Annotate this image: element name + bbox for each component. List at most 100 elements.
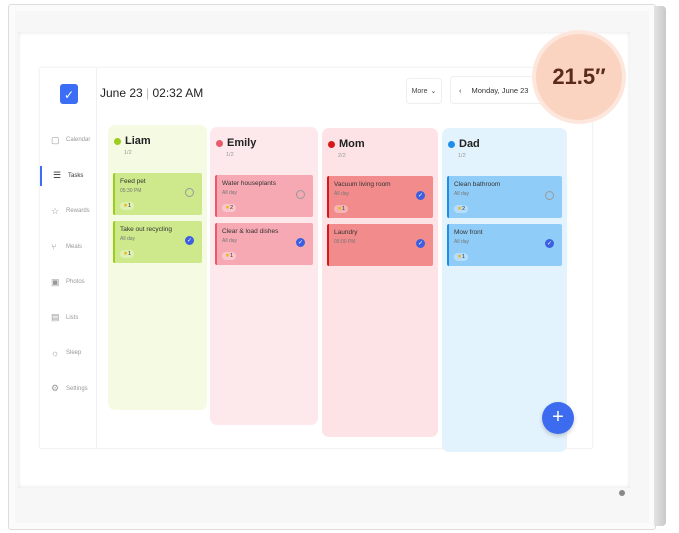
member-name: Dad bbox=[459, 138, 480, 150]
task-title: Mow front bbox=[454, 229, 483, 236]
points-value: 1 bbox=[127, 251, 131, 257]
task-title: Clean bathroom bbox=[454, 181, 501, 188]
meals-icon: ⑂ bbox=[51, 241, 57, 252]
task-title: Take out recycling bbox=[120, 226, 173, 233]
sidebar-item-label: Lists bbox=[66, 314, 79, 321]
points-value: 1 bbox=[127, 203, 131, 209]
task-time: All day bbox=[222, 238, 238, 244]
task-title: Laundry bbox=[334, 229, 358, 236]
unchecked-circle-icon[interactable] bbox=[185, 188, 194, 197]
sidebar-item-label: Meals bbox=[66, 243, 83, 250]
sidebar-item-label: Photos bbox=[66, 279, 85, 285]
sidebar-item-rewards[interactable]: ☆ Rewards bbox=[40, 201, 96, 221]
points-badge: ★2 bbox=[222, 204, 236, 212]
calendar-icon: ▢ bbox=[51, 134, 60, 145]
points-badge: ★1 bbox=[454, 253, 468, 261]
star-icon: ★ bbox=[225, 253, 230, 259]
member-color-dot bbox=[328, 140, 335, 148]
column-dad: Dad 1/2 Clean bathroom All day ★2 Mow fro… bbox=[442, 128, 567, 452]
sidebar-item-sleep[interactable]: ☼ Sleep bbox=[40, 343, 96, 363]
date-label: June 23 bbox=[100, 86, 143, 100]
more-label: More bbox=[411, 87, 428, 95]
current-datetime: June 23 | 02:32 AM bbox=[100, 86, 204, 100]
member-color-dot bbox=[216, 139, 223, 147]
task-card[interactable]: Laundry 05:00 PM ✓ bbox=[327, 224, 433, 266]
task-title: Water houseplants bbox=[222, 180, 276, 187]
more-button[interactable]: More ⌄ bbox=[406, 78, 442, 104]
member-color-dot bbox=[114, 137, 121, 145]
unchecked-circle-icon[interactable] bbox=[545, 191, 554, 200]
checked-icon[interactable]: ✓ bbox=[185, 236, 194, 245]
star-icon: ★ bbox=[457, 254, 462, 260]
task-time: All day bbox=[222, 190, 238, 196]
sidebar-item-label: Rewards bbox=[66, 208, 90, 214]
task-title: Vacuum living room bbox=[334, 181, 391, 188]
sidebar-item-tasks[interactable]: ☰ Tasks bbox=[40, 165, 96, 186]
checked-icon[interactable]: ✓ bbox=[545, 239, 554, 248]
chevron-left-icon[interactable]: ‹ bbox=[459, 85, 462, 95]
member-name: Emily bbox=[227, 137, 257, 149]
chevron-down-icon: ⌄ bbox=[430, 88, 437, 95]
task-count: 1/2 bbox=[226, 152, 234, 158]
task-count: 1/2 bbox=[458, 153, 466, 159]
light-sensor bbox=[619, 490, 625, 496]
task-time: All day bbox=[454, 191, 470, 197]
photos-icon: ▣ bbox=[51, 276, 60, 287]
points-value: 1 bbox=[229, 253, 233, 259]
member-name: Mom bbox=[339, 138, 365, 150]
sidebar-item-meals[interactable]: ⑂ Meals bbox=[40, 237, 96, 257]
date-nav-label: Monday, June 23 bbox=[471, 85, 529, 95]
checked-icon[interactable]: ✓ bbox=[296, 238, 305, 247]
rewards-icon: ☆ bbox=[51, 205, 60, 216]
sidebar-item-label: Settings bbox=[66, 385, 88, 392]
task-card[interactable]: Mow front All day ★1 ✓ bbox=[447, 224, 562, 266]
task-time: 05:00 PM bbox=[334, 239, 356, 245]
unchecked-circle-icon[interactable] bbox=[296, 190, 305, 199]
task-card[interactable]: Clear & load dishes All day ★1 ✓ bbox=[215, 223, 313, 265]
screen-size-badge: 21.5″ bbox=[536, 34, 622, 120]
sidebar-item-label: Tasks bbox=[68, 172, 84, 179]
checked-icon[interactable]: ✓ bbox=[416, 239, 425, 248]
sleep-icon: ☼ bbox=[51, 348, 60, 358]
checked-icon[interactable]: ✓ bbox=[416, 191, 425, 200]
star-icon: ★ bbox=[123, 203, 128, 209]
task-count: 2/2 bbox=[338, 153, 346, 159]
lists-icon: ▤ bbox=[51, 312, 60, 322]
sidebar-item-lists[interactable]: ▤ Lists bbox=[40, 308, 96, 328]
screen: ✓ ▢ Calendar ☰ Tasks ☆ Rewards ⑂ Meals ▣ Photos ▤ L… bbox=[40, 68, 592, 452]
star-icon: ★ bbox=[457, 206, 462, 212]
task-card[interactable]: Take out recycling All day ★1 ✓ bbox=[113, 221, 202, 263]
sidebar-item-label: Sleep bbox=[66, 350, 82, 356]
task-count: 1/2 bbox=[124, 150, 132, 156]
points-value: 2 bbox=[461, 206, 465, 212]
time-label: 02:32 AM bbox=[152, 86, 204, 100]
settings-icon: ⚙ bbox=[51, 383, 60, 393]
sidebar-item-label: Calendar bbox=[66, 137, 91, 143]
frame-edge bbox=[654, 6, 666, 526]
task-title: Clear & load dishes bbox=[222, 228, 279, 235]
column-mom: Mom 2/2 Vacuum living room All day ★1 ✓ L… bbox=[322, 128, 438, 437]
points-value: 1 bbox=[341, 206, 345, 212]
sidebar-item-calendar[interactable]: ▢ Calendar bbox=[40, 130, 96, 150]
sidebar: ✓ ▢ Calendar ☰ Tasks ☆ Rewards ⑂ Meals ▣ Photos ▤ L… bbox=[40, 68, 97, 448]
task-time: All day bbox=[334, 191, 350, 197]
app-logo-icon: ✓ bbox=[60, 84, 78, 104]
task-card[interactable]: Water houseplants All day ★2 bbox=[215, 175, 313, 217]
task-card[interactable]: Vacuum living room All day ★1 ✓ bbox=[327, 176, 433, 218]
points-badge: ★2 bbox=[454, 205, 468, 213]
sidebar-item-photos[interactable]: ▣ Photos bbox=[40, 272, 96, 292]
task-time: 05:30 PM bbox=[120, 188, 142, 194]
task-card[interactable]: Feed pet 05:30 PM ★1 bbox=[113, 173, 202, 215]
task-time: All day bbox=[454, 239, 470, 245]
column-header: Mom bbox=[328, 138, 365, 150]
task-time: All day bbox=[120, 236, 136, 242]
column-header: Liam bbox=[114, 135, 151, 147]
add-task-button[interactable]: + bbox=[542, 402, 574, 434]
column-header: Emily bbox=[216, 137, 256, 149]
task-title: Feed pet bbox=[120, 178, 146, 185]
member-color-dot bbox=[448, 140, 455, 148]
task-card[interactable]: Clean bathroom All day ★2 bbox=[447, 176, 562, 218]
points-value: 2 bbox=[229, 205, 233, 211]
sidebar-item-settings[interactable]: ⚙ Settings bbox=[40, 379, 96, 399]
column-liam: Liam 1/2 Feed pet 05:30 PM ★1 Take out re… bbox=[108, 125, 207, 410]
